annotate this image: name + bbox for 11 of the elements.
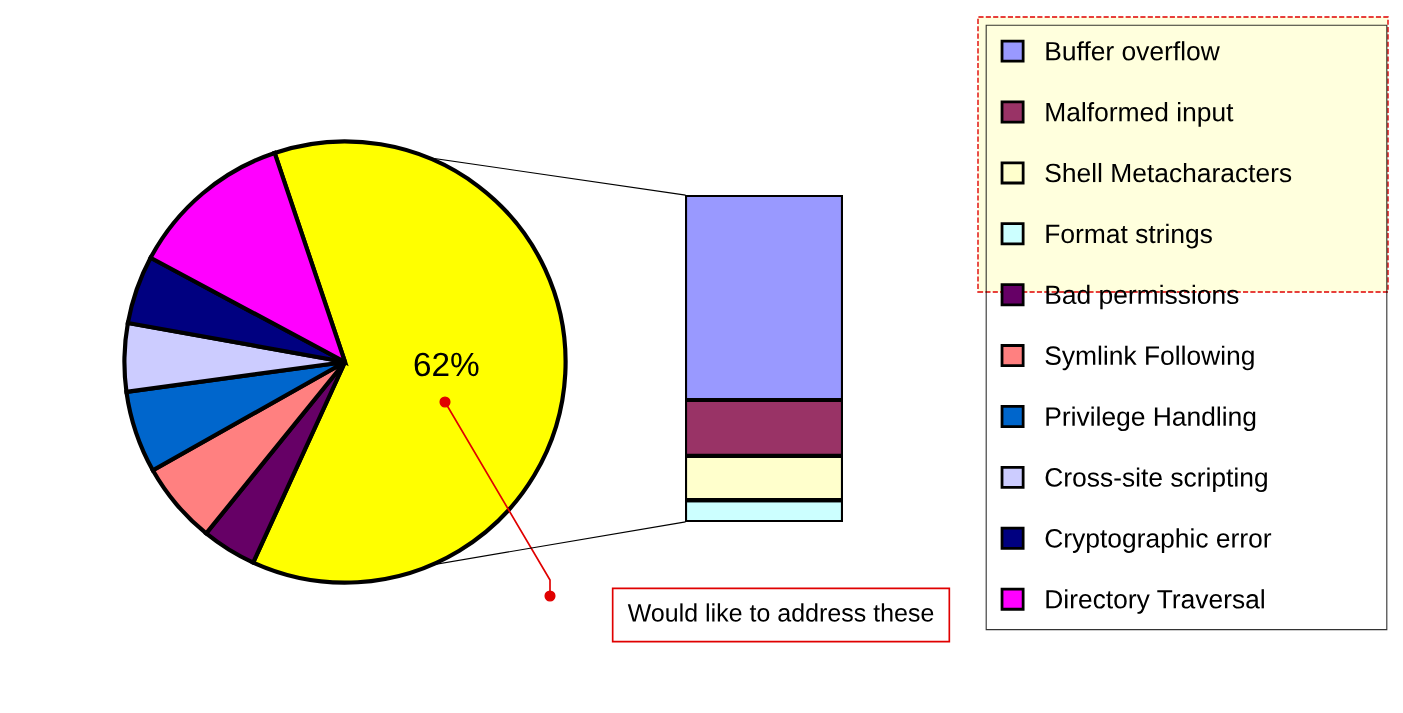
legend-label: Malformed input — [1046, 102, 1234, 127]
text: Would like to address these — [627, 603, 934, 622]
legend-label: Shell Metacharacters — [1045, 162, 1292, 183]
legend-label: Format strings — [1046, 223, 1212, 249]
legend-label: Cross-site scripting — [1045, 467, 1267, 493]
legend-label: Privilege Handling — [1046, 406, 1256, 432]
data-label: 62% — [414, 352, 479, 377]
legend-label: Cryptographic error — [1045, 528, 1272, 553]
legend-label: Buffer overflow — [1046, 41, 1220, 61]
legend-label: Directory Traversal — [1046, 589, 1264, 614]
legend-label: Symlink Following — [1045, 345, 1254, 371]
